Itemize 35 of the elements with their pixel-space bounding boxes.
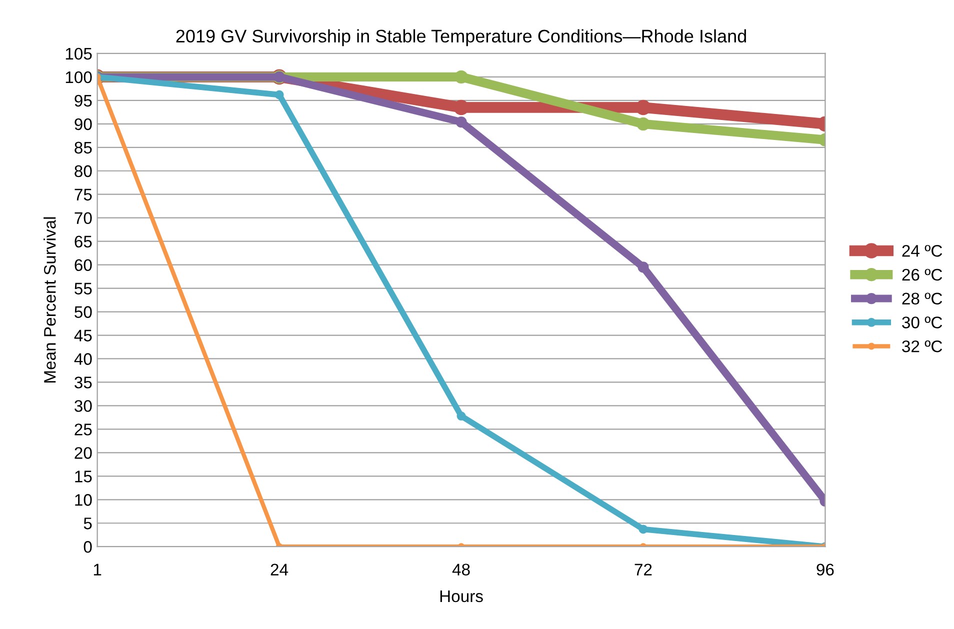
- y-tick-label: 90: [74, 118, 92, 130]
- y-tick-label: 105: [66, 48, 92, 60]
- y-tick-label: 80: [74, 165, 92, 178]
- y-tick-label: 75: [74, 188, 92, 201]
- y-tick-label: 25: [74, 424, 92, 436]
- y-tick-label: 55: [74, 282, 92, 294]
- legend-label: 30 ºC: [902, 316, 942, 328]
- y-tick-label: 95: [74, 94, 92, 107]
- y-tick-label: 5: [84, 518, 92, 530]
- x-tick-label: 96: [816, 564, 834, 576]
- legend-label: 28 ºC: [902, 292, 942, 305]
- x-tick-label: 24: [270, 564, 288, 576]
- legend-label: 24 ºC: [902, 244, 942, 257]
- x-axis-title: Hours: [440, 590, 483, 602]
- y-tick-label: 0: [84, 541, 92, 553]
- y-tick-label: 60: [74, 259, 92, 272]
- legend-label: 32 ºC: [902, 340, 942, 352]
- y-tick-label: 45: [74, 330, 92, 342]
- y-tick-label: 100: [66, 71, 92, 84]
- y-tick-label: 10: [75, 494, 92, 506]
- y-tick-label: 35: [74, 376, 92, 388]
- chart-title: 2019 GV Survivorship in Stable Temperature Conditions—Rhode Island: [176, 29, 746, 46]
- x-tick-label: 72: [634, 564, 652, 576]
- y-tick-label: 65: [74, 236, 92, 248]
- legend-label: 26 ºC: [902, 268, 942, 281]
- y-tick-label: 70: [74, 212, 92, 224]
- y-tick-label: 30: [74, 400, 92, 412]
- y-tick-label: 40: [74, 353, 92, 365]
- x-tick-label: 48: [452, 564, 470, 576]
- y-tick-label: 50: [74, 306, 92, 318]
- y-tick-label: 20: [74, 447, 92, 459]
- x-tick-label: 1: [94, 564, 102, 576]
- y-tick-label: 15: [75, 470, 92, 482]
- y-tick-label: 85: [74, 142, 92, 154]
- y-axis-title: Mean Percent Survival: [44, 217, 56, 382]
